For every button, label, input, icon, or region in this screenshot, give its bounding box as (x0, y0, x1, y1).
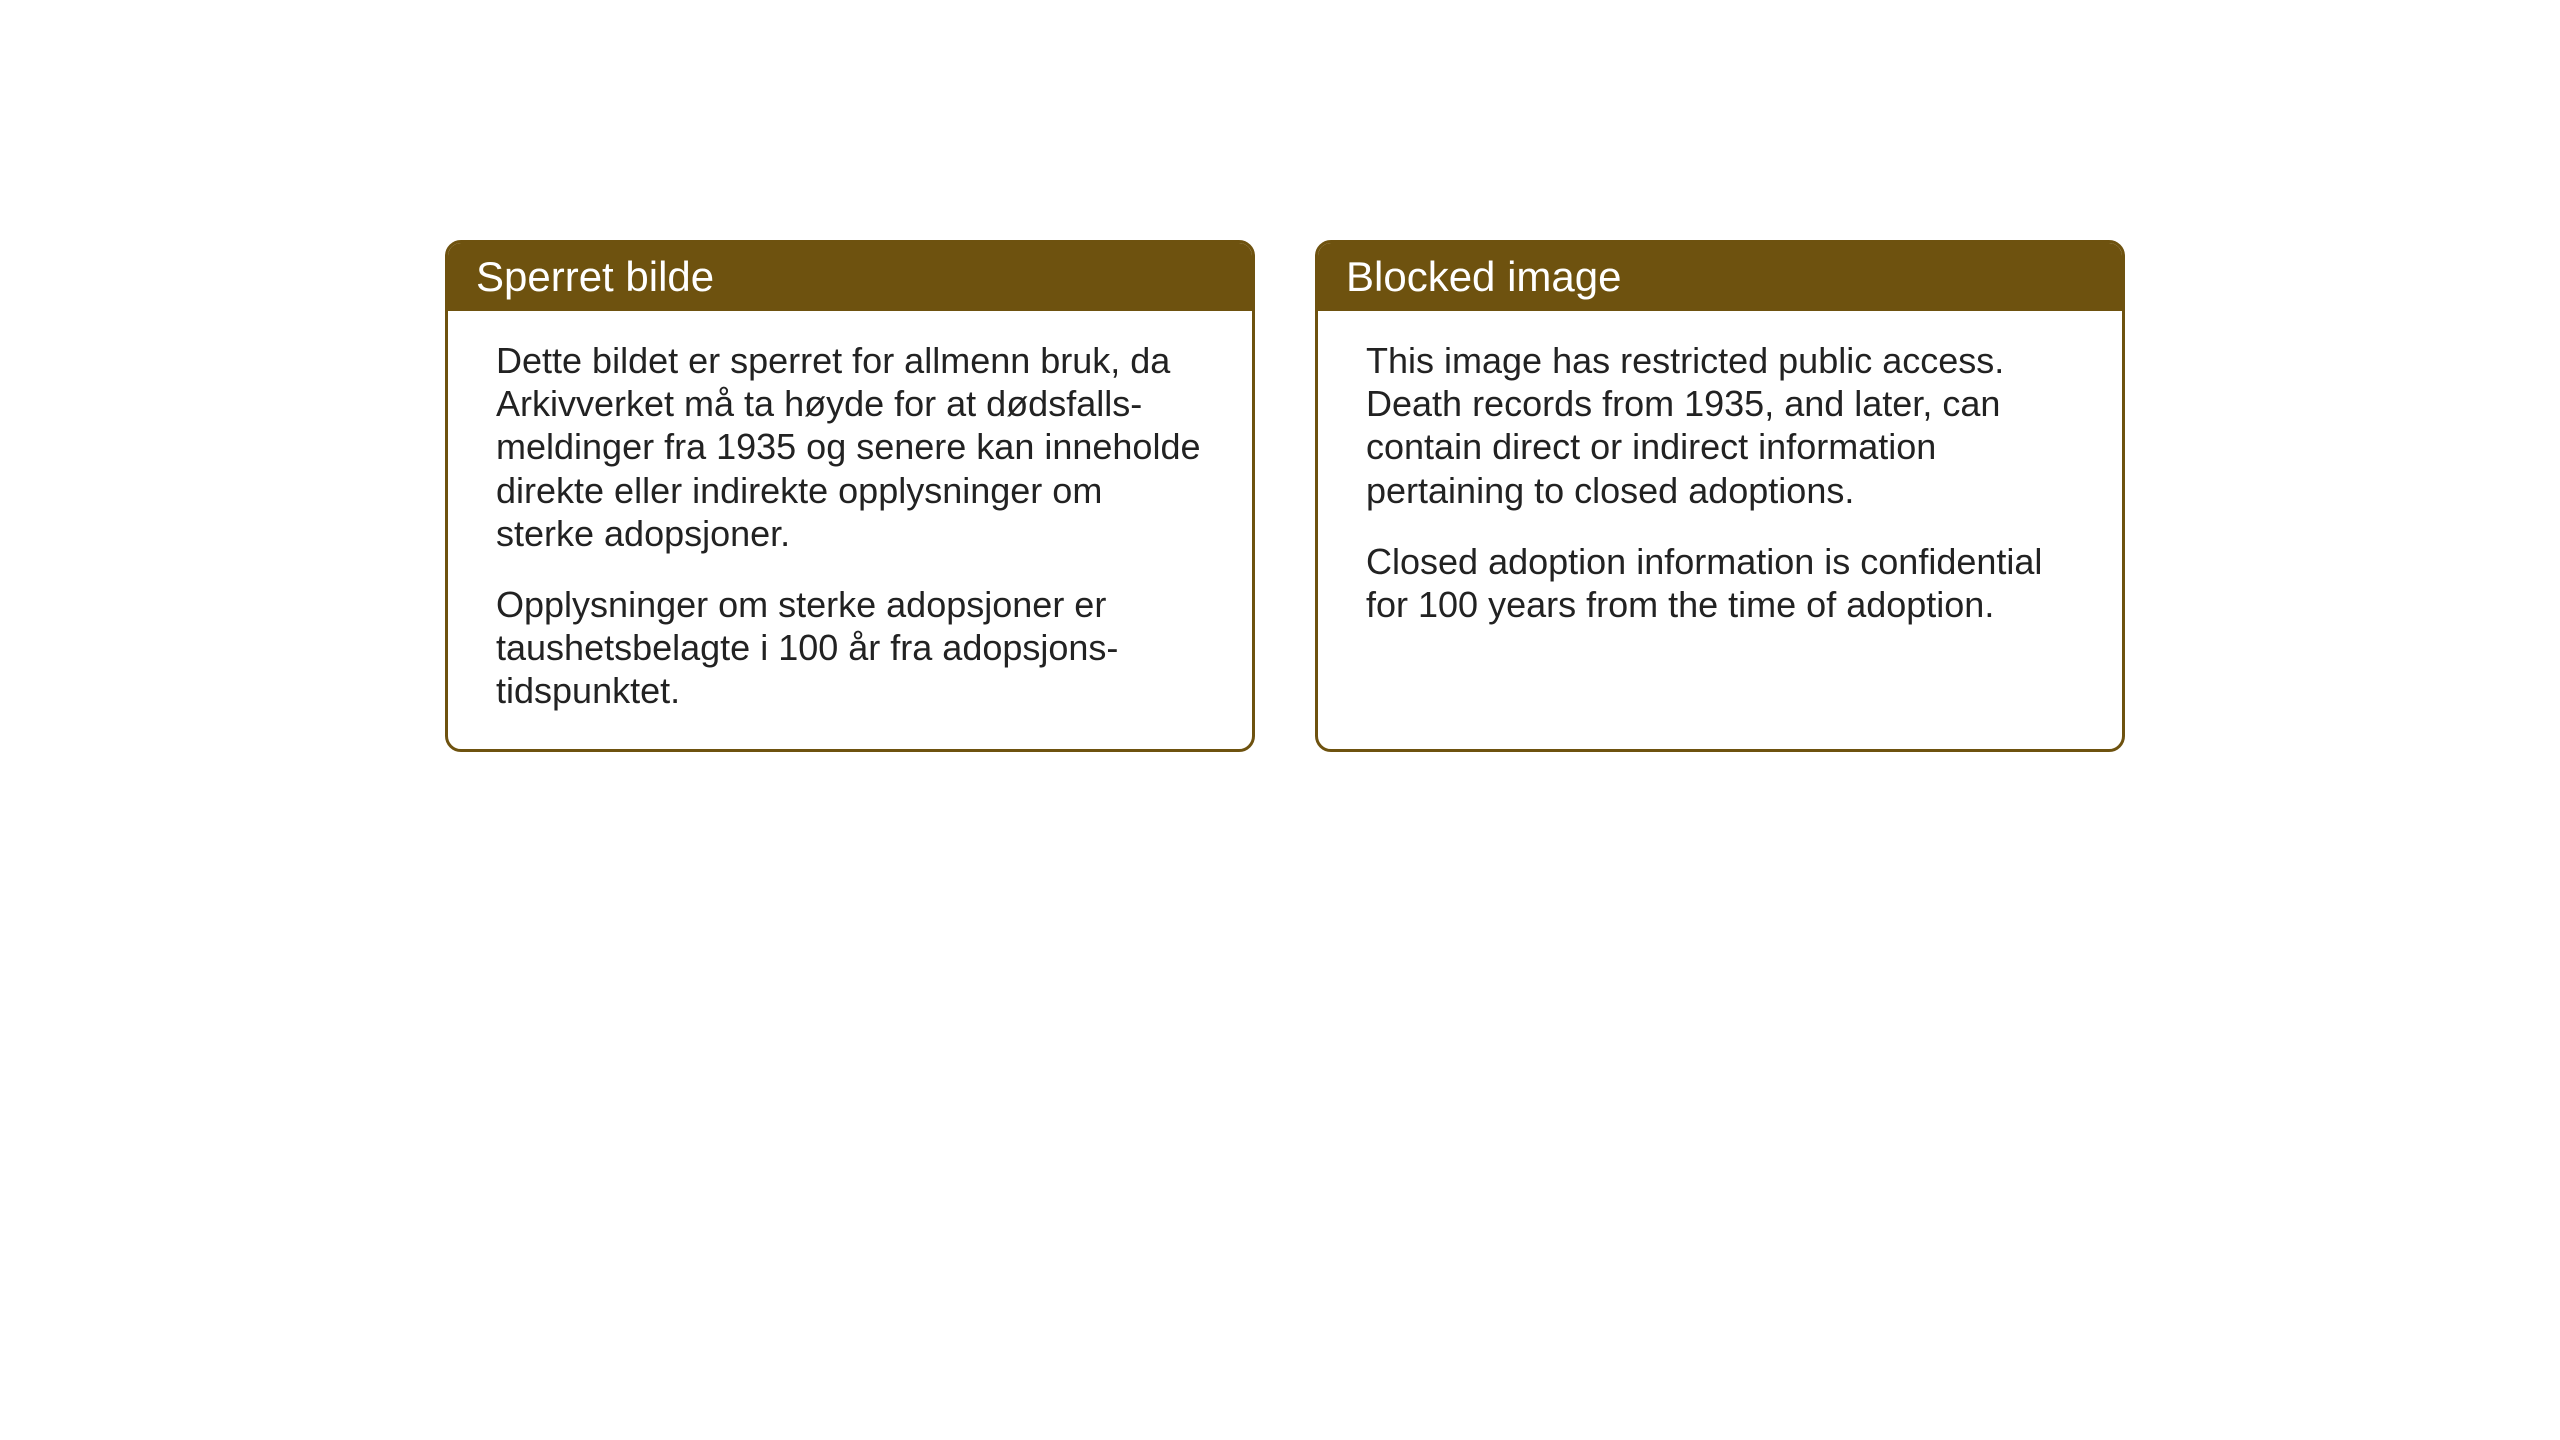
notice-container: Sperret bilde Dette bildet er sperret fo… (445, 240, 2125, 752)
card-header-norwegian: Sperret bilde (448, 243, 1252, 311)
card-title: Sperret bilde (476, 253, 714, 300)
card-header-english: Blocked image (1318, 243, 2122, 311)
card-paragraph: Opplysninger om sterke adopsjoner er tau… (496, 583, 1204, 713)
notice-card-norwegian: Sperret bilde Dette bildet er sperret fo… (445, 240, 1255, 752)
card-paragraph: This image has restricted public access.… (1366, 339, 2074, 512)
card-body-norwegian: Dette bildet er sperret for allmenn bruk… (448, 311, 1252, 749)
card-title: Blocked image (1346, 253, 1621, 300)
notice-card-english: Blocked image This image has restricted … (1315, 240, 2125, 752)
card-paragraph: Closed adoption information is confident… (1366, 540, 2074, 626)
card-body-english: This image has restricted public access.… (1318, 311, 2122, 662)
card-paragraph: Dette bildet er sperret for allmenn bruk… (496, 339, 1204, 555)
